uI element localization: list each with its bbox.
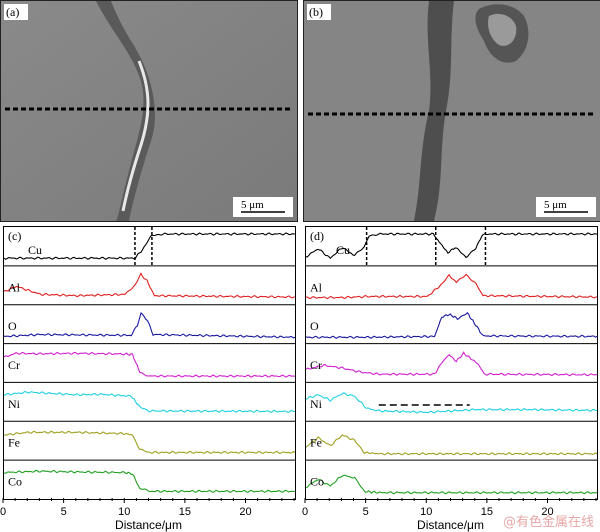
series-line-ni [306, 392, 597, 414]
panel-label: (d) [310, 229, 324, 243]
element-label-al: Al [310, 280, 323, 294]
series-line-al [4, 272, 295, 299]
series-line-o [4, 312, 295, 339]
element-label-co: Co [310, 475, 324, 489]
element-label-co: Co [8, 475, 22, 489]
element-label-o: O [310, 319, 319, 333]
image-label-b: (b) [309, 5, 323, 19]
x-axis-label: Distance/μm [115, 518, 182, 532]
x-tick-label: 0 [0, 506, 6, 518]
sem-photo-a: 5 μm (a) [1, 1, 297, 221]
x-tick-label: 5 [61, 506, 67, 518]
sem-photo-b: 5 μm (b) [304, 1, 600, 221]
element-label-ni: Ni [310, 397, 323, 411]
element-label-al: Al [8, 280, 21, 294]
element-label-o: O [8, 319, 17, 333]
image-label-a: (a) [6, 5, 19, 19]
element-label-ni: Ni [8, 397, 21, 411]
scalebar-label-a: 5 μm [241, 199, 264, 211]
linescan-chart-d: (d) Cu Al O Cr Ni Fe Co [306, 227, 597, 495]
x-tick-label: 0 [302, 506, 308, 518]
linescan-panel-c: (c) Cu Al O Cr Ni Fe Co [3, 226, 296, 500]
series-line-o [306, 312, 597, 339]
series-line-al [306, 273, 597, 300]
series-line-cr [4, 351, 295, 378]
element-label-fe: Fe [310, 436, 322, 450]
x-tick-label: 15 [481, 506, 493, 518]
x-tick-label: 10 [420, 506, 432, 518]
series-line-cu [4, 232, 295, 260]
element-label-cu: Cu [28, 243, 42, 257]
x-axis-label: Distance/μm [417, 518, 484, 532]
series-line-fe [4, 430, 295, 455]
element-label-fe: Fe [8, 436, 20, 450]
series-line-co [4, 469, 295, 494]
sem-image-a: 5 μm (a) [0, 0, 298, 222]
series-line-ni [4, 390, 295, 414]
x-tick-label: 20 [239, 506, 251, 518]
x-tick-label: 15 [179, 506, 191, 518]
x-tick-label: 5 [363, 506, 369, 518]
watermark: @有色金属在线 [502, 515, 594, 530]
linescan-chart-c: (c) Cu Al O Cr Ni Fe Co [4, 227, 295, 494]
element-label-cr: Cr [310, 358, 322, 372]
element-label-cu: Cu [336, 243, 350, 257]
series-line-cr [306, 351, 597, 377]
linescan-panel-d: (d) Cu Al O Cr Ni Fe Co [305, 226, 598, 500]
sem-image-b: 5 μm (b) [303, 0, 600, 222]
x-tick-label: 20 [541, 506, 553, 518]
panel-label: (c) [8, 229, 21, 243]
series-line-co [306, 474, 597, 495]
series-line-fe [306, 434, 597, 456]
x-tick-label: 10 [118, 506, 130, 518]
scalebar-label-b: 5 μm [544, 199, 567, 211]
series-line-cu [306, 232, 597, 259]
element-label-cr: Cr [8, 358, 20, 372]
x-axis: 0 5 10 15 20 Distance/μm 0 5 10 15 20 Distance/μm [0, 498, 597, 532]
